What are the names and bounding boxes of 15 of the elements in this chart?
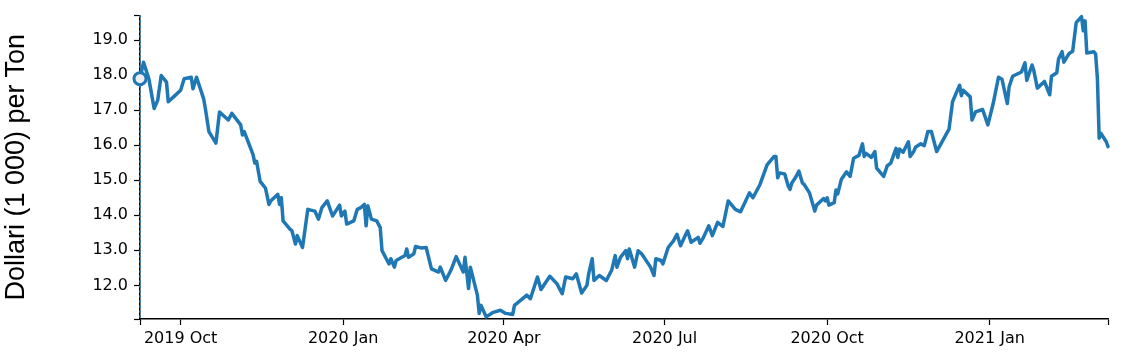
y-tick-label: 19.0 bbox=[92, 29, 128, 49]
x-tick-label: 2020 Oct bbox=[790, 327, 864, 347]
y-tick-label: 15.0 bbox=[92, 169, 128, 189]
y-tick-label: 14.0 bbox=[92, 204, 128, 224]
y-tick-label: 17.0 bbox=[92, 99, 128, 119]
x-tick-label: 2021 Jan bbox=[954, 327, 1025, 347]
y-tick-label: 12.0 bbox=[92, 274, 128, 294]
y-tick-label: 13.0 bbox=[92, 239, 128, 259]
y-tick-label: 16.0 bbox=[92, 134, 128, 154]
y-axis-title: Dollari (1 000) per Ton bbox=[0, 33, 30, 301]
x-tick-label: 2020 Jul bbox=[632, 327, 698, 347]
x-tick-label: 2020 Jan bbox=[307, 327, 379, 347]
y-tick-label: 18.0 bbox=[92, 64, 128, 84]
x-tick-label: 2019 Oct bbox=[143, 327, 218, 347]
x-tick-label: 2020 Apr bbox=[467, 327, 542, 347]
